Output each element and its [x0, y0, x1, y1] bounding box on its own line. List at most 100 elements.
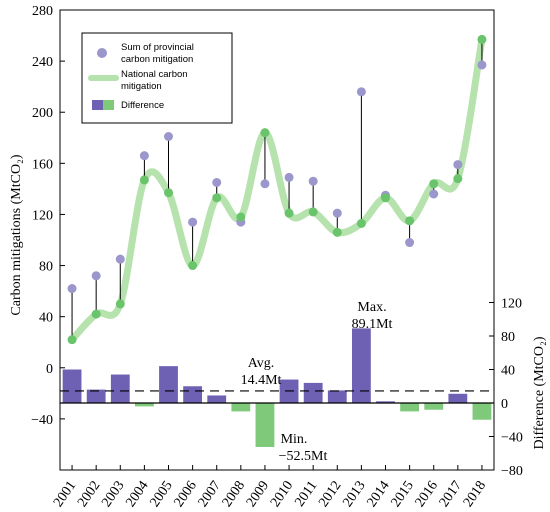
x-tick-label-7: 2008	[220, 479, 248, 511]
x-tick-label-10: 2011	[292, 479, 320, 510]
provincial-point-2010	[284, 172, 294, 182]
legend-difference-label: Difference	[121, 100, 164, 111]
max-label: Max.	[357, 300, 386, 315]
national-point-2015	[405, 216, 415, 226]
provincial-point-2002	[91, 271, 101, 281]
national-point-2014	[381, 193, 390, 203]
x-tick-label-5: 2006	[172, 479, 200, 511]
x-tick-label-0: 2001	[51, 479, 79, 511]
legend-national-label-2: mitigation	[121, 81, 162, 92]
national-point-2004	[139, 175, 149, 185]
provincial-point-2004	[139, 151, 149, 161]
left-tick-label-0: −40	[31, 413, 53, 428]
legend-difference-marker-pos	[92, 100, 103, 110]
provincial-point-2001	[67, 284, 77, 294]
difference-bar-2005	[159, 366, 178, 403]
difference-bar-2006	[183, 386, 203, 403]
difference-bar-2011	[303, 382, 323, 403]
difference-bars	[62, 328, 492, 447]
difference-bar-2017	[448, 393, 468, 403]
right-tick-label-1: −40	[501, 431, 523, 446]
x-axis-ticks: 2001200220032004200520062007200820092010…	[51, 465, 489, 510]
x-tick-label-3: 2004	[123, 479, 151, 511]
connector-lines	[71, 39, 483, 340]
national-point-2001	[67, 335, 77, 345]
provincial-point-2011	[308, 176, 318, 186]
national-point-2007	[212, 193, 222, 203]
legend-provincial-label-2: carbon mitigation	[121, 54, 193, 65]
national-line-group	[68, 35, 486, 344]
difference-bar-2016	[424, 403, 444, 410]
x-tick-label-15: 2016	[413, 479, 441, 511]
right-tick-label-2: 0	[501, 397, 508, 412]
difference-bar-2002	[86, 389, 106, 403]
legend-difference-marker-neg	[103, 100, 114, 110]
data-points	[67, 34, 487, 345]
x-tick-label-13: 2014	[364, 479, 392, 511]
avg-value: 14.4Mt	[241, 373, 282, 388]
left-tick-label-2: 40	[39, 311, 53, 326]
national-point-2016	[429, 179, 439, 189]
min-label: Min.	[281, 432, 308, 447]
x-tick-label-16: 2017	[437, 479, 465, 511]
avg-label: Avg.	[248, 356, 275, 371]
provincial-point-2015	[405, 238, 415, 248]
difference-bar-2012	[327, 390, 347, 403]
right-axis-label: Difference (MtCO₂)	[532, 336, 547, 449]
left-tick-label-5: 160	[32, 157, 53, 172]
provincial-point-2009	[260, 179, 270, 189]
provincial-point-2017	[453, 160, 463, 170]
provincial-point-2003	[115, 254, 125, 264]
national-point-2010	[284, 208, 294, 218]
left-tick-label-4: 120	[32, 208, 53, 223]
national-point-2008	[236, 212, 246, 222]
difference-bar-2003	[110, 374, 130, 403]
national-point-2006	[188, 261, 198, 271]
provincial-point-2016	[429, 189, 439, 199]
national-point-2011	[308, 207, 318, 217]
x-tick-label-6: 2007	[196, 479, 224, 511]
difference-bar-2009	[255, 403, 275, 447]
difference-bar-2007	[207, 395, 227, 403]
x-tick-label-2: 2003	[99, 479, 127, 511]
national-point-2002	[91, 309, 101, 319]
legend-national-label-1: National carbon	[121, 69, 188, 80]
left-tick-label-7: 240	[32, 55, 53, 70]
left-tick-label-8: 280	[32, 4, 53, 19]
right-tick-label-5: 120	[501, 297, 522, 312]
x-tick-label-14: 2015	[389, 479, 417, 511]
difference-bar-2018	[472, 403, 492, 420]
x-tick-label-8: 2009	[244, 479, 272, 511]
left-axis-ticks: −40 0 40 80 120 160 200 240 280	[31, 4, 65, 428]
x-tick-label-12: 2013	[340, 479, 368, 511]
national-point-2012	[332, 227, 342, 237]
national-point-2017	[453, 174, 463, 184]
difference-bar-2004	[134, 403, 154, 407]
provincial-point-2018	[477, 60, 487, 70]
left-axis-label: Carbon mitigations (MtCO₂)	[9, 154, 24, 316]
left-tick-label-6: 200	[32, 106, 53, 121]
difference-bar-2008	[231, 403, 251, 412]
national-point-2013	[356, 218, 366, 228]
national-point-2003	[115, 299, 125, 309]
national-carbon-mitigation-line	[68, 35, 486, 344]
right-axis-ticks: −80 −40 0 40 80 120	[489, 297, 523, 479]
left-tick-label-3: 80	[39, 260, 53, 275]
difference-bar-2015	[400, 403, 420, 412]
max-value: 89.1Mt	[352, 317, 393, 332]
provincial-point-2007	[212, 178, 222, 187]
provincial-point-2005	[164, 132, 173, 141]
x-tick-label-17: 2018	[461, 479, 489, 511]
legend-provincial-marker	[97, 48, 107, 58]
provincial-point-2012	[332, 208, 342, 218]
national-point-2009	[260, 128, 270, 138]
provincial-point-2006	[188, 217, 198, 227]
min-value: −52.5Mt	[279, 449, 328, 464]
difference-bar-2014	[376, 401, 395, 403]
national-point-2018	[477, 34, 487, 44]
provincial-point-2013	[356, 87, 366, 97]
right-tick-label-4: 80	[501, 330, 515, 345]
left-tick-label-1: 0	[46, 362, 53, 377]
x-tick-label-9: 2010	[268, 479, 296, 511]
